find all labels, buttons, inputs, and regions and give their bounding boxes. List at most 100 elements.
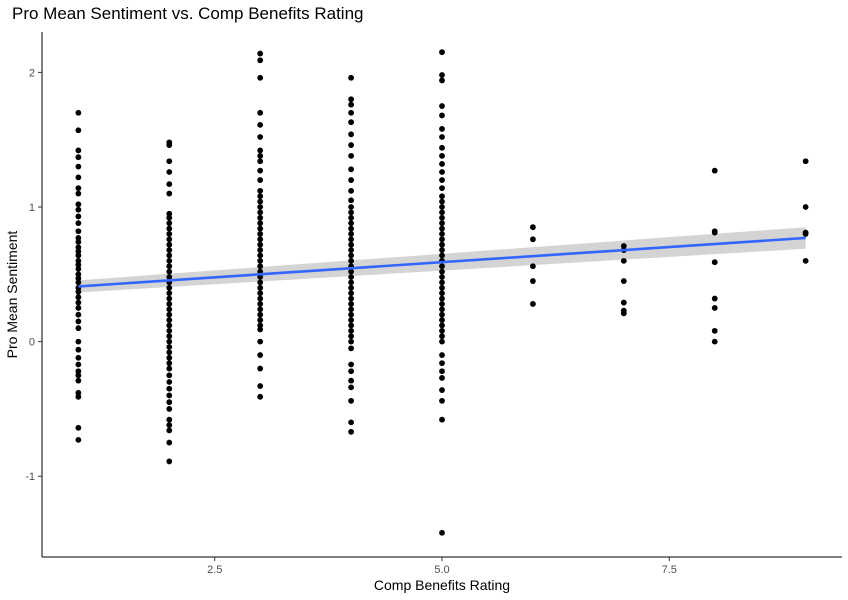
data-point [75, 174, 82, 181]
data-point [75, 424, 82, 431]
data-point [348, 368, 354, 375]
data-point [439, 236, 445, 243]
data-point [166, 190, 173, 197]
data-point [75, 325, 82, 332]
data-point [439, 204, 445, 210]
data-point [348, 247, 354, 253]
y-tick-label: 1 [29, 202, 35, 214]
data-point [348, 384, 354, 391]
data-point [257, 326, 264, 333]
data-point [166, 284, 173, 291]
data-point [257, 252, 264, 259]
data-point [439, 225, 445, 232]
data-point [348, 322, 354, 329]
data-point [348, 306, 354, 313]
data-point [257, 322, 264, 329]
data-point [348, 268, 354, 275]
data-point [257, 152, 264, 159]
data-point [711, 167, 718, 174]
data-point [711, 229, 718, 236]
data-point [348, 204, 354, 210]
data-point [348, 119, 354, 126]
data-point [439, 387, 445, 393]
data-point [439, 311, 445, 318]
data-point [348, 295, 354, 302]
data-point [166, 427, 173, 434]
data-point [166, 247, 173, 253]
data-point [348, 101, 354, 108]
data-point [439, 295, 445, 302]
data-point [75, 294, 82, 301]
data-point [439, 274, 445, 280]
data-point [166, 392, 173, 399]
x-tick-label: 5.0 [434, 564, 449, 576]
data-point [75, 346, 82, 353]
data-point [348, 317, 354, 323]
data-point [348, 257, 354, 264]
data-point [75, 257, 82, 264]
data-point [75, 109, 82, 116]
data-point [620, 243, 627, 249]
y-tick-label: 2 [29, 67, 35, 79]
data-point [75, 299, 82, 306]
data-point [166, 439, 173, 446]
data-point [257, 365, 264, 372]
data-point [166, 236, 173, 243]
data-point [439, 263, 445, 270]
data-point [348, 274, 354, 280]
data-point [257, 247, 264, 253]
data-point [802, 204, 809, 210]
y-axis-title: Pro Mean Sentiment [4, 231, 20, 359]
data-point [75, 311, 82, 318]
data-point [620, 278, 627, 284]
y-tick-label: 0 [29, 337, 35, 349]
data-point [166, 317, 173, 323]
data-point [439, 375, 445, 381]
data-point [166, 360, 173, 367]
data-point [257, 158, 264, 165]
data-point [257, 220, 264, 227]
trend-line [78, 236, 806, 288]
data-point [166, 379, 173, 385]
data-point [166, 274, 173, 280]
data-point [166, 210, 173, 217]
data-point [166, 158, 173, 165]
data-point [439, 252, 445, 259]
data-point [439, 77, 445, 84]
data-point [439, 247, 445, 253]
data-point [75, 377, 82, 384]
data-point [75, 213, 82, 220]
data-point [348, 377, 354, 384]
data-point [439, 284, 445, 291]
data-point [530, 278, 536, 284]
data-point [439, 134, 445, 140]
data-point [75, 436, 82, 443]
data-point [348, 252, 354, 259]
data-point [257, 187, 264, 194]
data-point [257, 241, 264, 248]
data-point [75, 338, 82, 345]
data-point [439, 338, 445, 345]
data-point [348, 142, 354, 148]
data-point [257, 193, 264, 200]
data-point [166, 290, 173, 297]
data-point [257, 383, 264, 389]
data-point [439, 317, 445, 323]
data-point [348, 236, 354, 243]
data-point [439, 198, 445, 205]
data-point [166, 241, 173, 248]
data-point [75, 372, 82, 379]
data-point [257, 284, 264, 291]
data-point [348, 197, 354, 204]
data-point [166, 365, 173, 372]
data-point [439, 72, 445, 78]
data-point [257, 231, 264, 237]
data-point [620, 310, 627, 317]
data-point [348, 177, 354, 183]
data-point [439, 177, 445, 183]
data-point [257, 236, 264, 243]
data-point [257, 352, 264, 358]
data-point [257, 109, 264, 116]
data-point [348, 214, 354, 221]
